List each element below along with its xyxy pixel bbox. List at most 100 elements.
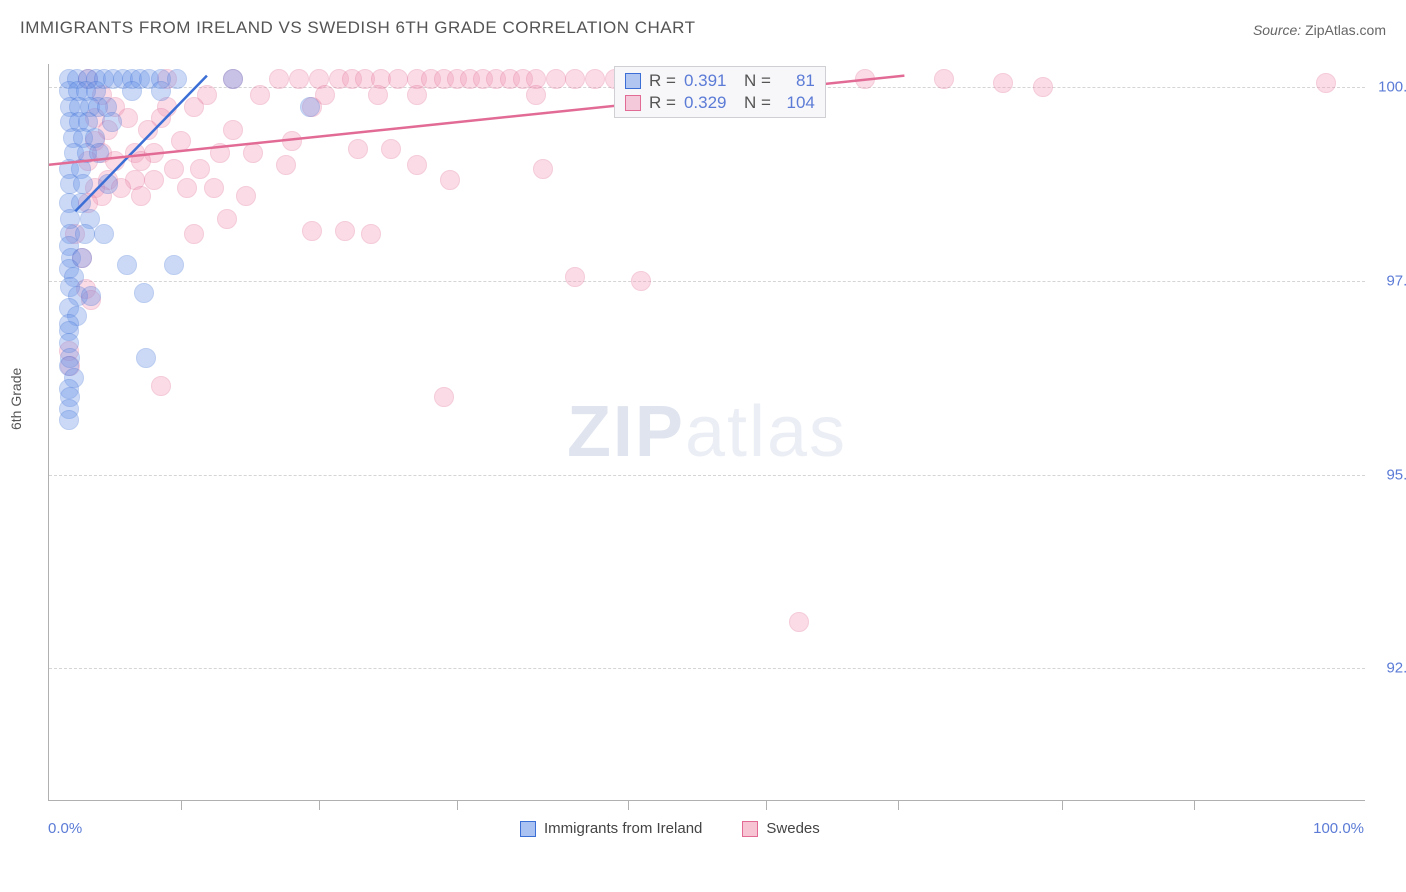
scatter-point <box>546 69 566 89</box>
scatter-point <box>855 69 875 89</box>
legend-swatch <box>742 821 758 837</box>
scatter-point <box>236 186 256 206</box>
scatter-point <box>300 97 320 117</box>
series-swatch <box>625 95 641 111</box>
scatter-point <box>89 143 109 163</box>
scatter-point <box>533 159 553 179</box>
x-axis-max-label: 100.0% <box>1313 820 1364 837</box>
plot-inner: ZIPatlas 92.5%95.0%97.5%100.0%R =0.391N … <box>49 64 1365 800</box>
scatter-point <box>138 120 158 140</box>
stats-box: R = 0.391 N = 81 R = 0.329 N = 104 <box>614 66 826 118</box>
scatter-point <box>250 85 270 105</box>
scatter-point <box>98 174 118 194</box>
source-label: Source: <box>1253 22 1301 38</box>
scatter-point <box>585 69 605 89</box>
scatter-point <box>289 69 309 89</box>
scatter-point <box>434 387 454 407</box>
x-tick <box>181 800 182 810</box>
gridline-horizontal <box>49 475 1365 476</box>
y-tick-label: 92.5% <box>1371 660 1406 677</box>
scatter-point <box>151 81 171 101</box>
scatter-point <box>993 73 1013 93</box>
y-axis-label: 6th Grade <box>8 368 24 430</box>
scatter-point <box>190 159 210 179</box>
scatter-point <box>223 69 243 89</box>
scatter-point <box>381 139 401 159</box>
scatter-point <box>335 221 355 241</box>
scatter-point <box>136 348 156 368</box>
y-tick-label: 97.5% <box>1371 272 1406 289</box>
y-tick-label: 95.0% <box>1371 466 1406 483</box>
scatter-point <box>631 271 651 291</box>
scatter-point <box>789 612 809 632</box>
scatter-point <box>223 120 243 140</box>
legend-label: Swedes <box>766 820 819 837</box>
scatter-point <box>217 209 237 229</box>
scatter-point <box>151 376 171 396</box>
scatter-point <box>407 85 427 105</box>
watermark: ZIPatlas <box>567 391 847 473</box>
watermark-bold: ZIP <box>567 392 685 472</box>
scatter-point <box>204 178 224 198</box>
gridline-horizontal <box>49 281 1365 282</box>
series-swatch <box>625 73 641 89</box>
scatter-point <box>171 131 191 151</box>
scatter-point <box>407 155 427 175</box>
stats-row: R = 0.391 N = 81 <box>625 71 815 91</box>
scatter-point <box>282 131 302 151</box>
stats-n-label: N = <box>744 93 771 113</box>
legend-swatch <box>520 821 536 837</box>
stats-r-label: R = <box>649 93 676 113</box>
legend-item: Swedes <box>742 820 819 837</box>
gridline-horizontal <box>49 668 1365 669</box>
chart-title: IMMIGRANTS FROM IRELAND VS SWEDISH 6TH G… <box>20 18 696 38</box>
bottom-legend: Immigrants from Ireland Swedes <box>520 820 820 837</box>
scatter-point <box>210 143 230 163</box>
scatter-point <box>59 410 79 430</box>
y-tick-label: 100.0% <box>1371 79 1406 96</box>
scatter-point <box>184 224 204 244</box>
scatter-point <box>565 69 585 89</box>
x-tick <box>457 800 458 810</box>
scatter-point <box>164 159 184 179</box>
scatter-point <box>361 224 381 244</box>
scatter-point <box>117 255 137 275</box>
stats-n-label: N = <box>744 71 771 91</box>
scatter-point <box>440 170 460 190</box>
scatter-point <box>102 112 122 132</box>
scatter-point <box>526 85 546 105</box>
stats-r-label: R = <box>649 71 676 91</box>
scatter-point <box>388 69 408 89</box>
scatter-point <box>73 174 93 194</box>
scatter-point <box>243 143 263 163</box>
x-tick <box>898 800 899 810</box>
scatter-point <box>131 151 151 171</box>
scatter-point <box>368 85 388 105</box>
scatter-point <box>177 178 197 198</box>
scatter-point <box>1316 73 1336 93</box>
x-tick <box>1062 800 1063 810</box>
source-name: ZipAtlas.com <box>1305 22 1386 38</box>
legend-item: Immigrants from Ireland <box>520 820 702 837</box>
scatter-point <box>565 267 585 287</box>
scatter-point <box>302 221 322 241</box>
x-tick <box>1194 800 1195 810</box>
stats-r-value: 0.329 <box>684 93 736 113</box>
x-tick <box>628 800 629 810</box>
stats-n-value: 81 <box>779 71 815 91</box>
scatter-point <box>184 97 204 117</box>
scatter-point <box>934 69 954 89</box>
stats-n-value: 104 <box>779 93 815 113</box>
scatter-point <box>122 81 142 101</box>
x-tick <box>319 800 320 810</box>
scatter-point <box>276 155 296 175</box>
scatter-point <box>269 69 289 89</box>
stats-r-value: 0.391 <box>684 71 736 91</box>
x-tick <box>766 800 767 810</box>
x-axis-min-label: 0.0% <box>48 820 82 837</box>
stats-row: R = 0.329 N = 104 <box>625 93 815 113</box>
scatter-point <box>81 286 101 306</box>
legend-label: Immigrants from Ireland <box>544 820 702 837</box>
source-attribution: Source: ZipAtlas.com <box>1253 22 1386 38</box>
plot-area: ZIPatlas 92.5%95.0%97.5%100.0%R =0.391N … <box>48 64 1365 801</box>
